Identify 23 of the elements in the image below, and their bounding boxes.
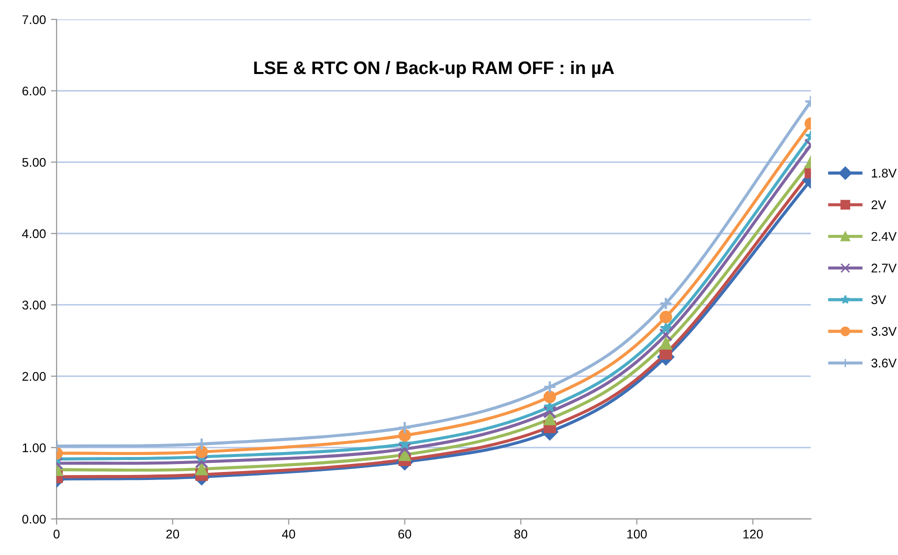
y-tick-label: 7.00 — [22, 15, 46, 24]
text: LSE & RTC ON / Back-up RAM OFF : in µA — [254, 60, 614, 78]
legend-label: 3V — [871, 295, 886, 304]
y-tick-label: 4.00 — [22, 229, 46, 238]
x-tick-label: 80 — [514, 530, 528, 539]
legend-label: 1.8V — [872, 168, 897, 178]
x-tick-label: 100 — [627, 530, 647, 539]
y-tick-label: 3.00 — [22, 300, 46, 310]
legend-label: 3.6V — [871, 358, 897, 368]
x-tick-label: 40 — [282, 530, 296, 539]
x-tick-label: 60 — [398, 530, 412, 539]
x-tick-label: 0 — [54, 530, 60, 539]
legend-label: 2.4V — [872, 232, 897, 241]
x-tick-label: 120 — [743, 530, 763, 539]
y-tick-label: 1.00 — [22, 443, 46, 452]
y-tick-label: 0.00 — [22, 514, 46, 524]
x-tick-label: 20 — [166, 530, 180, 539]
y-tick-label: 5.00 — [22, 158, 46, 167]
y-tick-label: 6.00 — [22, 86, 46, 96]
legend-label: 2.7V — [872, 264, 897, 272]
y-tick-label: 2.00 — [22, 372, 46, 381]
legend-label: 2V — [872, 200, 886, 210]
legend-label: 3.3V — [871, 326, 897, 336]
